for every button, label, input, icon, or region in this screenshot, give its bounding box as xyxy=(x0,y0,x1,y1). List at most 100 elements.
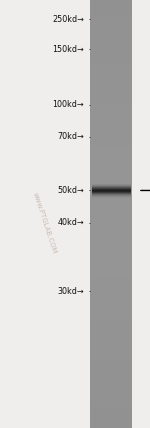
Bar xyxy=(90,171,132,175)
Bar xyxy=(90,377,132,381)
Bar xyxy=(90,124,132,128)
Bar xyxy=(90,308,132,312)
Bar xyxy=(90,133,132,137)
Bar xyxy=(90,56,132,60)
Bar xyxy=(90,86,132,90)
Bar xyxy=(90,90,132,94)
Bar xyxy=(90,150,132,154)
Bar xyxy=(90,282,132,287)
Bar xyxy=(90,146,132,150)
Bar xyxy=(90,351,132,355)
Bar xyxy=(90,21,132,26)
Bar xyxy=(90,227,132,231)
Bar xyxy=(90,231,132,235)
Bar xyxy=(90,223,132,227)
Bar xyxy=(90,368,132,372)
Bar xyxy=(90,270,132,274)
Bar xyxy=(90,398,132,402)
Bar xyxy=(90,154,132,158)
Bar xyxy=(90,34,132,39)
Bar xyxy=(90,17,132,21)
Bar xyxy=(90,163,132,167)
Bar xyxy=(90,287,132,291)
Bar xyxy=(90,68,132,73)
Bar xyxy=(90,261,132,265)
Bar xyxy=(90,30,132,34)
Bar xyxy=(90,180,132,184)
Bar xyxy=(90,26,132,30)
Text: 150kd→: 150kd→ xyxy=(52,45,84,54)
Bar xyxy=(90,64,132,68)
Text: 40kd→: 40kd→ xyxy=(57,218,84,227)
Bar xyxy=(90,107,132,111)
Bar xyxy=(90,419,132,424)
Bar xyxy=(90,81,132,86)
Bar xyxy=(90,51,132,56)
Bar xyxy=(90,120,132,124)
Bar xyxy=(90,411,132,415)
Bar xyxy=(90,291,132,295)
Bar xyxy=(90,424,132,428)
Bar xyxy=(90,274,132,278)
Bar xyxy=(90,39,132,43)
Bar xyxy=(90,158,132,163)
Bar xyxy=(90,214,132,218)
Bar xyxy=(90,60,132,64)
Bar xyxy=(90,201,132,205)
Bar xyxy=(90,342,132,347)
Text: 30kd→: 30kd→ xyxy=(57,286,84,296)
Bar xyxy=(90,407,132,411)
Bar xyxy=(90,402,132,407)
Bar xyxy=(90,9,132,13)
Bar xyxy=(90,300,132,304)
Bar xyxy=(90,253,132,257)
Bar xyxy=(90,73,132,77)
Bar xyxy=(90,381,132,385)
Text: www.PTGLAB.COM: www.PTGLAB.COM xyxy=(32,191,58,254)
Bar xyxy=(90,334,132,338)
Bar xyxy=(90,385,132,389)
Text: 50kd→: 50kd→ xyxy=(57,186,84,195)
Bar xyxy=(90,295,132,300)
Bar xyxy=(90,265,132,270)
Bar xyxy=(90,330,132,334)
Bar xyxy=(90,77,132,81)
Bar xyxy=(90,257,132,261)
Bar xyxy=(90,4,132,9)
Bar xyxy=(90,103,132,107)
Bar xyxy=(90,244,132,248)
Bar xyxy=(90,372,132,377)
Bar xyxy=(90,94,132,98)
Bar xyxy=(90,137,132,141)
Bar xyxy=(90,360,132,364)
Bar xyxy=(90,347,132,351)
Bar xyxy=(90,0,132,4)
Bar xyxy=(90,184,132,188)
Bar xyxy=(90,278,132,282)
Bar xyxy=(90,210,132,214)
Bar xyxy=(90,193,132,197)
Bar xyxy=(90,312,132,317)
Bar xyxy=(90,205,132,210)
Bar xyxy=(90,197,132,201)
Bar xyxy=(90,355,132,360)
Bar xyxy=(90,321,132,325)
Bar xyxy=(90,98,132,103)
Bar xyxy=(90,304,132,308)
Bar xyxy=(90,364,132,368)
Bar xyxy=(90,415,132,419)
Bar xyxy=(90,240,132,244)
Text: 70kd→: 70kd→ xyxy=(57,132,84,142)
Bar xyxy=(90,317,132,321)
Bar xyxy=(90,389,132,394)
Bar xyxy=(90,235,132,240)
Bar xyxy=(90,111,132,116)
Bar xyxy=(90,188,132,193)
Bar xyxy=(90,116,132,120)
Bar xyxy=(90,141,132,146)
Text: 100kd→: 100kd→ xyxy=(52,100,84,110)
Bar xyxy=(90,338,132,342)
Bar xyxy=(90,218,132,223)
Bar xyxy=(90,394,132,398)
Bar xyxy=(90,248,132,253)
